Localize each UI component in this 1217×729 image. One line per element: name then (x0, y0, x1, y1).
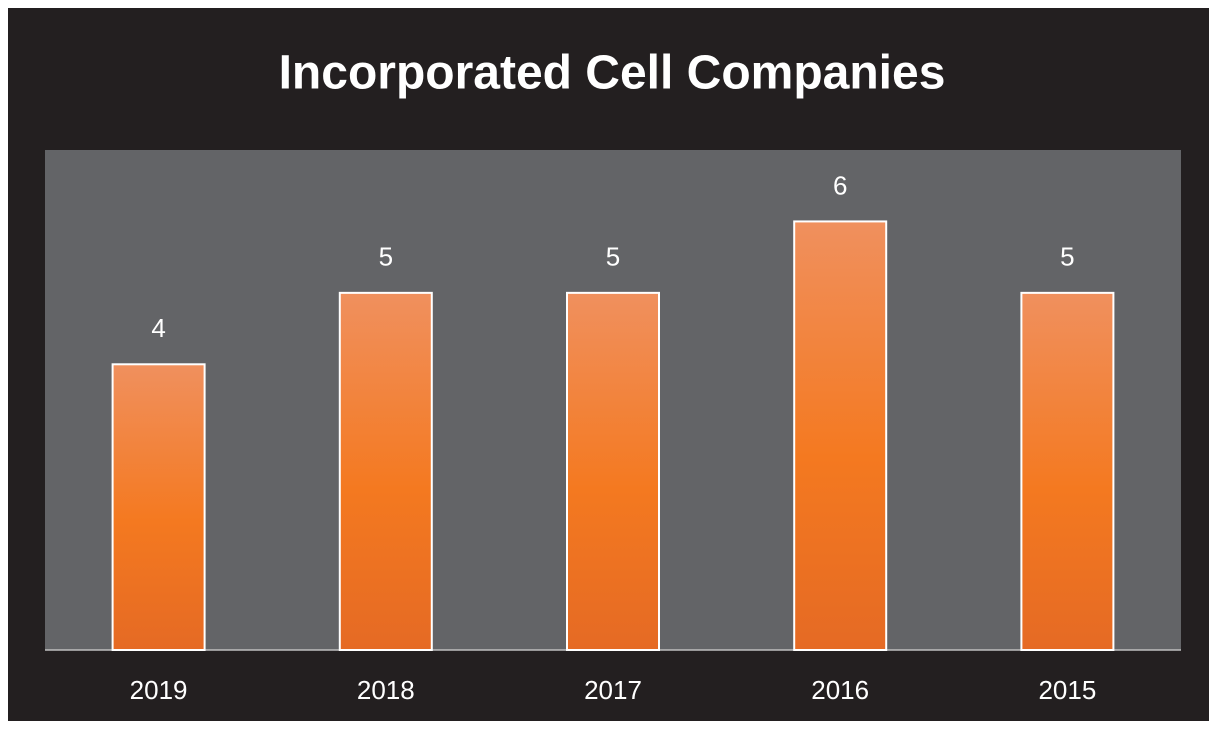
data-label: 5 (379, 242, 393, 272)
bar (793, 220, 888, 652)
data-label: 4 (151, 313, 165, 343)
x-tick-label: 2015 (1038, 675, 1096, 705)
bar (111, 363, 206, 651)
data-label: 5 (1060, 242, 1074, 272)
x-tick-label: 2019 (130, 675, 188, 705)
x-tick-label: 2018 (357, 675, 415, 705)
bar (338, 291, 433, 651)
bar (1020, 291, 1115, 651)
bar (566, 291, 660, 651)
x-tick-label: 2016 (811, 675, 869, 705)
data-label: 6 (833, 170, 847, 200)
x-tick-label: 2017 (584, 675, 642, 705)
data-label: 5 (606, 242, 620, 272)
chart-title: Incorporated Cell Companies (279, 47, 946, 100)
